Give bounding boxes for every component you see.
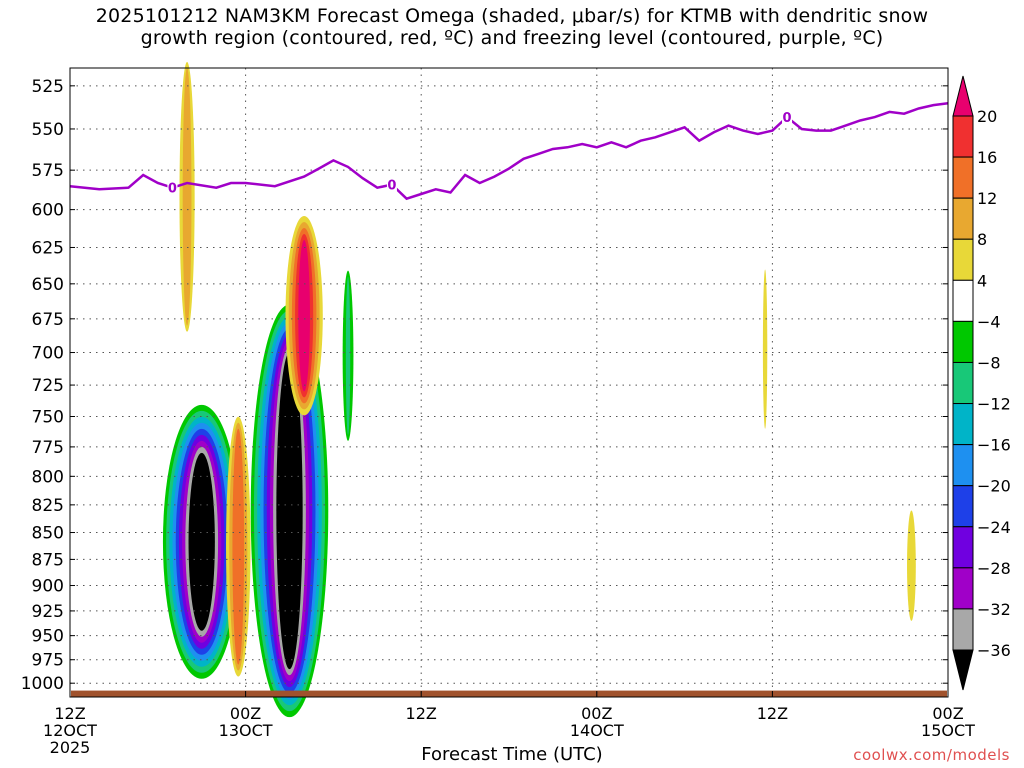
colorbar-bin-0 [952,75,974,117]
omega-contour-2-4 [298,240,310,392]
omega-contour-3-1 [182,68,192,326]
x-tick-label-12-0: 00Z [230,704,261,723]
plot-frame [69,67,949,698]
grid-layer [70,68,948,697]
y-tick-label-700: 700 [32,344,64,364]
y-tick-label-900: 900 [32,577,64,597]
colorbar-bin-7 [952,361,974,405]
colorbar-bin-3 [952,197,974,240]
chart-title-line-1: 2025101212 NAM3KM Forecast Omega (shaded… [95,5,929,27]
freezing-level-label-bg-1 [386,176,397,192]
y-tick-label-650: 650 [32,275,64,295]
colorbar-label-4: 4 [977,271,987,290]
chart-title-line-2: growth region (contoured, red, ºC) and f… [140,27,884,49]
omega-contour-4-2 [232,428,245,665]
x-tick-label-12-1: 13OCT [219,721,273,740]
colorbar-bin-10 [952,485,974,528]
colorbar-label-1: 16 [977,148,997,167]
y-tick-label-550: 550 [32,120,64,140]
omega-shading-layer [162,62,916,718]
omega-contour-7-0 [907,510,916,621]
y-tick-label-825: 825 [32,496,64,516]
y-tick-label-725: 725 [32,376,64,396]
y-tick-label-625: 625 [32,238,64,258]
y-tick-label-750: 750 [32,407,64,427]
terrain-strip [71,690,947,697]
colorbar-label-7: −12 [977,395,1011,414]
terrain-below-ground-layer [71,690,947,697]
colorbar-bin-4 [952,238,974,281]
colorbar-bin-12 [952,567,974,610]
x-tick-label-0-2: 2025 [50,738,91,757]
y-tick-label-525: 525 [32,77,64,97]
colorbar-label-3: 8 [977,230,987,249]
omega-contour-5-1 [345,276,351,435]
colorbar-label-8: −16 [977,436,1011,455]
freezing-level-layer: 0 0 0 [69,102,949,201]
colorbar-label-9: −20 [977,477,1011,496]
y-tick-label-1000: 1000 [21,674,64,694]
colorbar-bin-14 [952,649,974,691]
colorbar-label-13: −36 [977,641,1011,660]
x-tick-label-48-0: 12Z [757,704,788,723]
omega-contour-6-0 [762,269,768,429]
x-tick-label-36-1: 14OCT [570,721,624,740]
y-tick-label-600: 600 [32,201,64,221]
colorbar-label-2: 12 [977,189,997,208]
freezing-level-label-bg-0 [167,179,178,195]
colorbar-bin-8 [952,403,974,446]
y-tick-label-975: 975 [32,651,64,671]
colorbar-label-0: 20 [977,107,997,126]
y-axis-ticks: 525 550 575 600 625 650 675 700 725 750 775 800 825 8… [21,77,948,694]
colorbar-label-11: −28 [977,559,1011,578]
freezing-level-label-1: 0 [387,179,396,194]
colorbar-label-12: −32 [977,600,1011,619]
x-tick-label-0-0: 12Z [54,704,85,723]
colorbar-bin-13 [952,608,974,651]
colorbar-bin-6 [952,320,974,363]
y-tick-label-850: 850 [32,524,64,544]
site-credit: coolwx.com/models [853,746,1010,764]
x-tick-label-24-0: 12Z [406,704,437,723]
colorbar-label-10: −24 [977,518,1011,537]
colorbar-label-6: −8 [977,353,1001,372]
freezing-level-label-2: 0 [783,111,792,126]
freezing-level-label-bg-2 [782,109,793,125]
omega-contour-0-8 [188,452,215,631]
omega-contour-1-8 [276,352,303,670]
y-tick-label-675: 675 [32,310,64,330]
colorbar-bin-5 [952,279,974,322]
colorbar-bin-9 [952,444,974,487]
colorbar-bin-11 [952,526,974,569]
y-tick-label-575: 575 [32,161,64,181]
x-tick-label-0-1: 12OCT [43,721,97,740]
y-tick-label-875: 875 [32,550,64,570]
omega-colorbar: 20 16 12 8 4 −4 −8 −12 −16 −20 −24 −28 −32 −36 [952,75,1011,691]
freezing-level-line [69,102,949,201]
colorbar-bin-2 [952,156,974,199]
x-tick-label-60-0: 00Z [932,704,963,723]
y-tick-label-775: 775 [32,438,64,458]
x-tick-label-60-1: 15OCT [921,721,975,740]
y-tick-label-950: 950 [32,627,64,647]
freezing-level-label-0: 0 [168,182,177,197]
x-tick-label-36-0: 00Z [581,704,612,723]
colorbar-label-5: −4 [977,312,1001,331]
x-axis-label: Forecast Time (UTC) [421,744,603,765]
y-tick-label-800: 800 [32,467,64,487]
y-tick-label-925: 925 [32,602,64,622]
colorbar-bin-1 [952,115,974,158]
